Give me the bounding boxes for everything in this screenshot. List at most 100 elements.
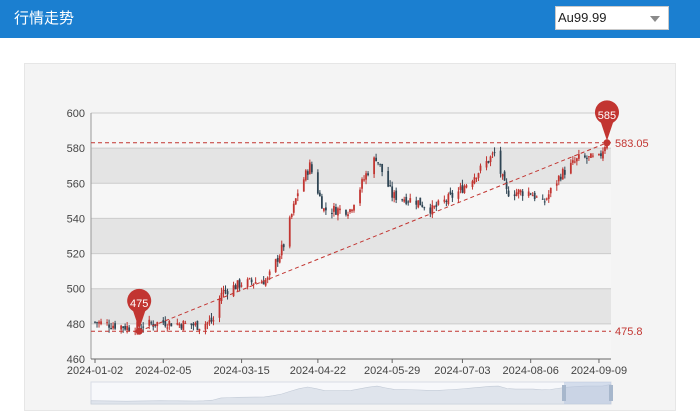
candle [212, 320, 215, 322]
candle [126, 325, 129, 331]
grid-band [91, 288, 611, 324]
y-tick-label: 600 [67, 108, 85, 120]
candle [359, 189, 361, 204]
candle [194, 322, 197, 325]
candle [166, 327, 169, 329]
y-tick-label: 560 [67, 178, 85, 190]
candle [433, 206, 436, 208]
candle [276, 257, 279, 262]
page-title: 行情走势 [14, 9, 75, 27]
candle [543, 201, 546, 203]
x-tick-label: 2024-05-29 [364, 365, 420, 377]
candle [122, 326, 125, 329]
candle [361, 179, 363, 189]
candle [306, 171, 309, 175]
candle [592, 155, 594, 157]
candle [401, 199, 404, 201]
candle [451, 192, 454, 198]
candle [337, 208, 339, 216]
candle [457, 191, 460, 199]
zoom-handle-left[interactable] [562, 385, 566, 401]
candle [110, 327, 112, 329]
candle [120, 325, 123, 330]
candle [136, 321, 139, 333]
candle [353, 204, 355, 211]
candle [349, 209, 351, 212]
candle [176, 323, 179, 325]
candle [561, 168, 564, 180]
candle [417, 200, 420, 208]
grid-band [91, 253, 611, 289]
data-zoom [90, 381, 613, 405]
candle [254, 282, 257, 284]
candle [335, 206, 337, 215]
candle [351, 209, 353, 212]
chevron-down-icon[interactable] [650, 16, 660, 22]
candle [423, 207, 426, 209]
candle [164, 321, 167, 327]
candle [409, 198, 412, 203]
candle [461, 184, 464, 193]
candle [421, 204, 424, 208]
candle [545, 198, 548, 200]
candle [435, 204, 438, 207]
candle [477, 173, 480, 178]
candle [541, 198, 544, 200]
zoom-handle-right[interactable] [609, 385, 613, 401]
candle [503, 171, 506, 181]
candle [437, 200, 440, 205]
mark-dot [603, 139, 611, 147]
candle [266, 277, 269, 280]
candle [204, 323, 207, 330]
candle [445, 201, 448, 203]
candle [381, 163, 384, 173]
candle [471, 181, 474, 187]
candlestick-series [94, 140, 608, 336]
candle [367, 173, 369, 176]
candle [569, 162, 572, 174]
candle [600, 153, 602, 157]
candle [403, 199, 406, 202]
candle [571, 160, 574, 163]
candle [184, 322, 187, 324]
grid-band [91, 218, 611, 254]
candle [573, 161, 576, 163]
candle [264, 279, 267, 286]
candle [521, 191, 524, 197]
candle [501, 174, 504, 177]
candle [108, 324, 110, 328]
candle [395, 190, 398, 200]
candle [598, 153, 600, 155]
candle [513, 194, 516, 197]
candle [515, 192, 518, 196]
candle [128, 327, 131, 332]
candle [557, 175, 560, 182]
candle [415, 200, 418, 205]
candle [389, 185, 392, 187]
x-tick-label: 2024-01-02 [67, 365, 123, 377]
candle [449, 191, 452, 195]
top-bar: 行情走势 Au99.99 [0, 0, 700, 38]
x-tick-label: 2024-08-06 [503, 365, 559, 377]
y-tick-label: 540 [67, 213, 85, 225]
symbol-select[interactable]: Au99.99 [555, 6, 669, 30]
candle [431, 204, 434, 215]
candle [419, 197, 422, 206]
candle [248, 278, 251, 280]
grid-bands [91, 113, 611, 359]
candle [196, 320, 199, 330]
candle [292, 203, 295, 213]
candle [577, 154, 580, 159]
mark-pin [594, 100, 619, 141]
candle [429, 207, 432, 214]
candle [278, 255, 281, 263]
candle [459, 186, 462, 191]
candle [222, 289, 225, 294]
candle [373, 157, 375, 175]
mark-line-label: 583.05 [615, 138, 649, 150]
candle [206, 322, 209, 325]
candle [363, 179, 365, 181]
candle [96, 322, 98, 324]
candle [246, 279, 249, 288]
